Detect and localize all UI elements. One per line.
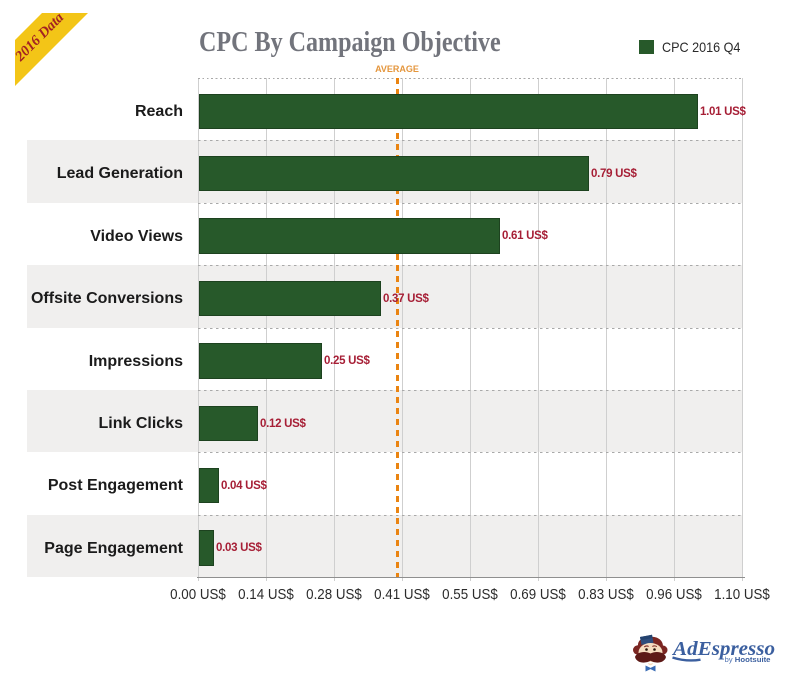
- svg-text:AdEspresso: AdEspresso: [671, 639, 775, 660]
- svg-text:by Hootsuite: by Hootsuite: [725, 655, 771, 664]
